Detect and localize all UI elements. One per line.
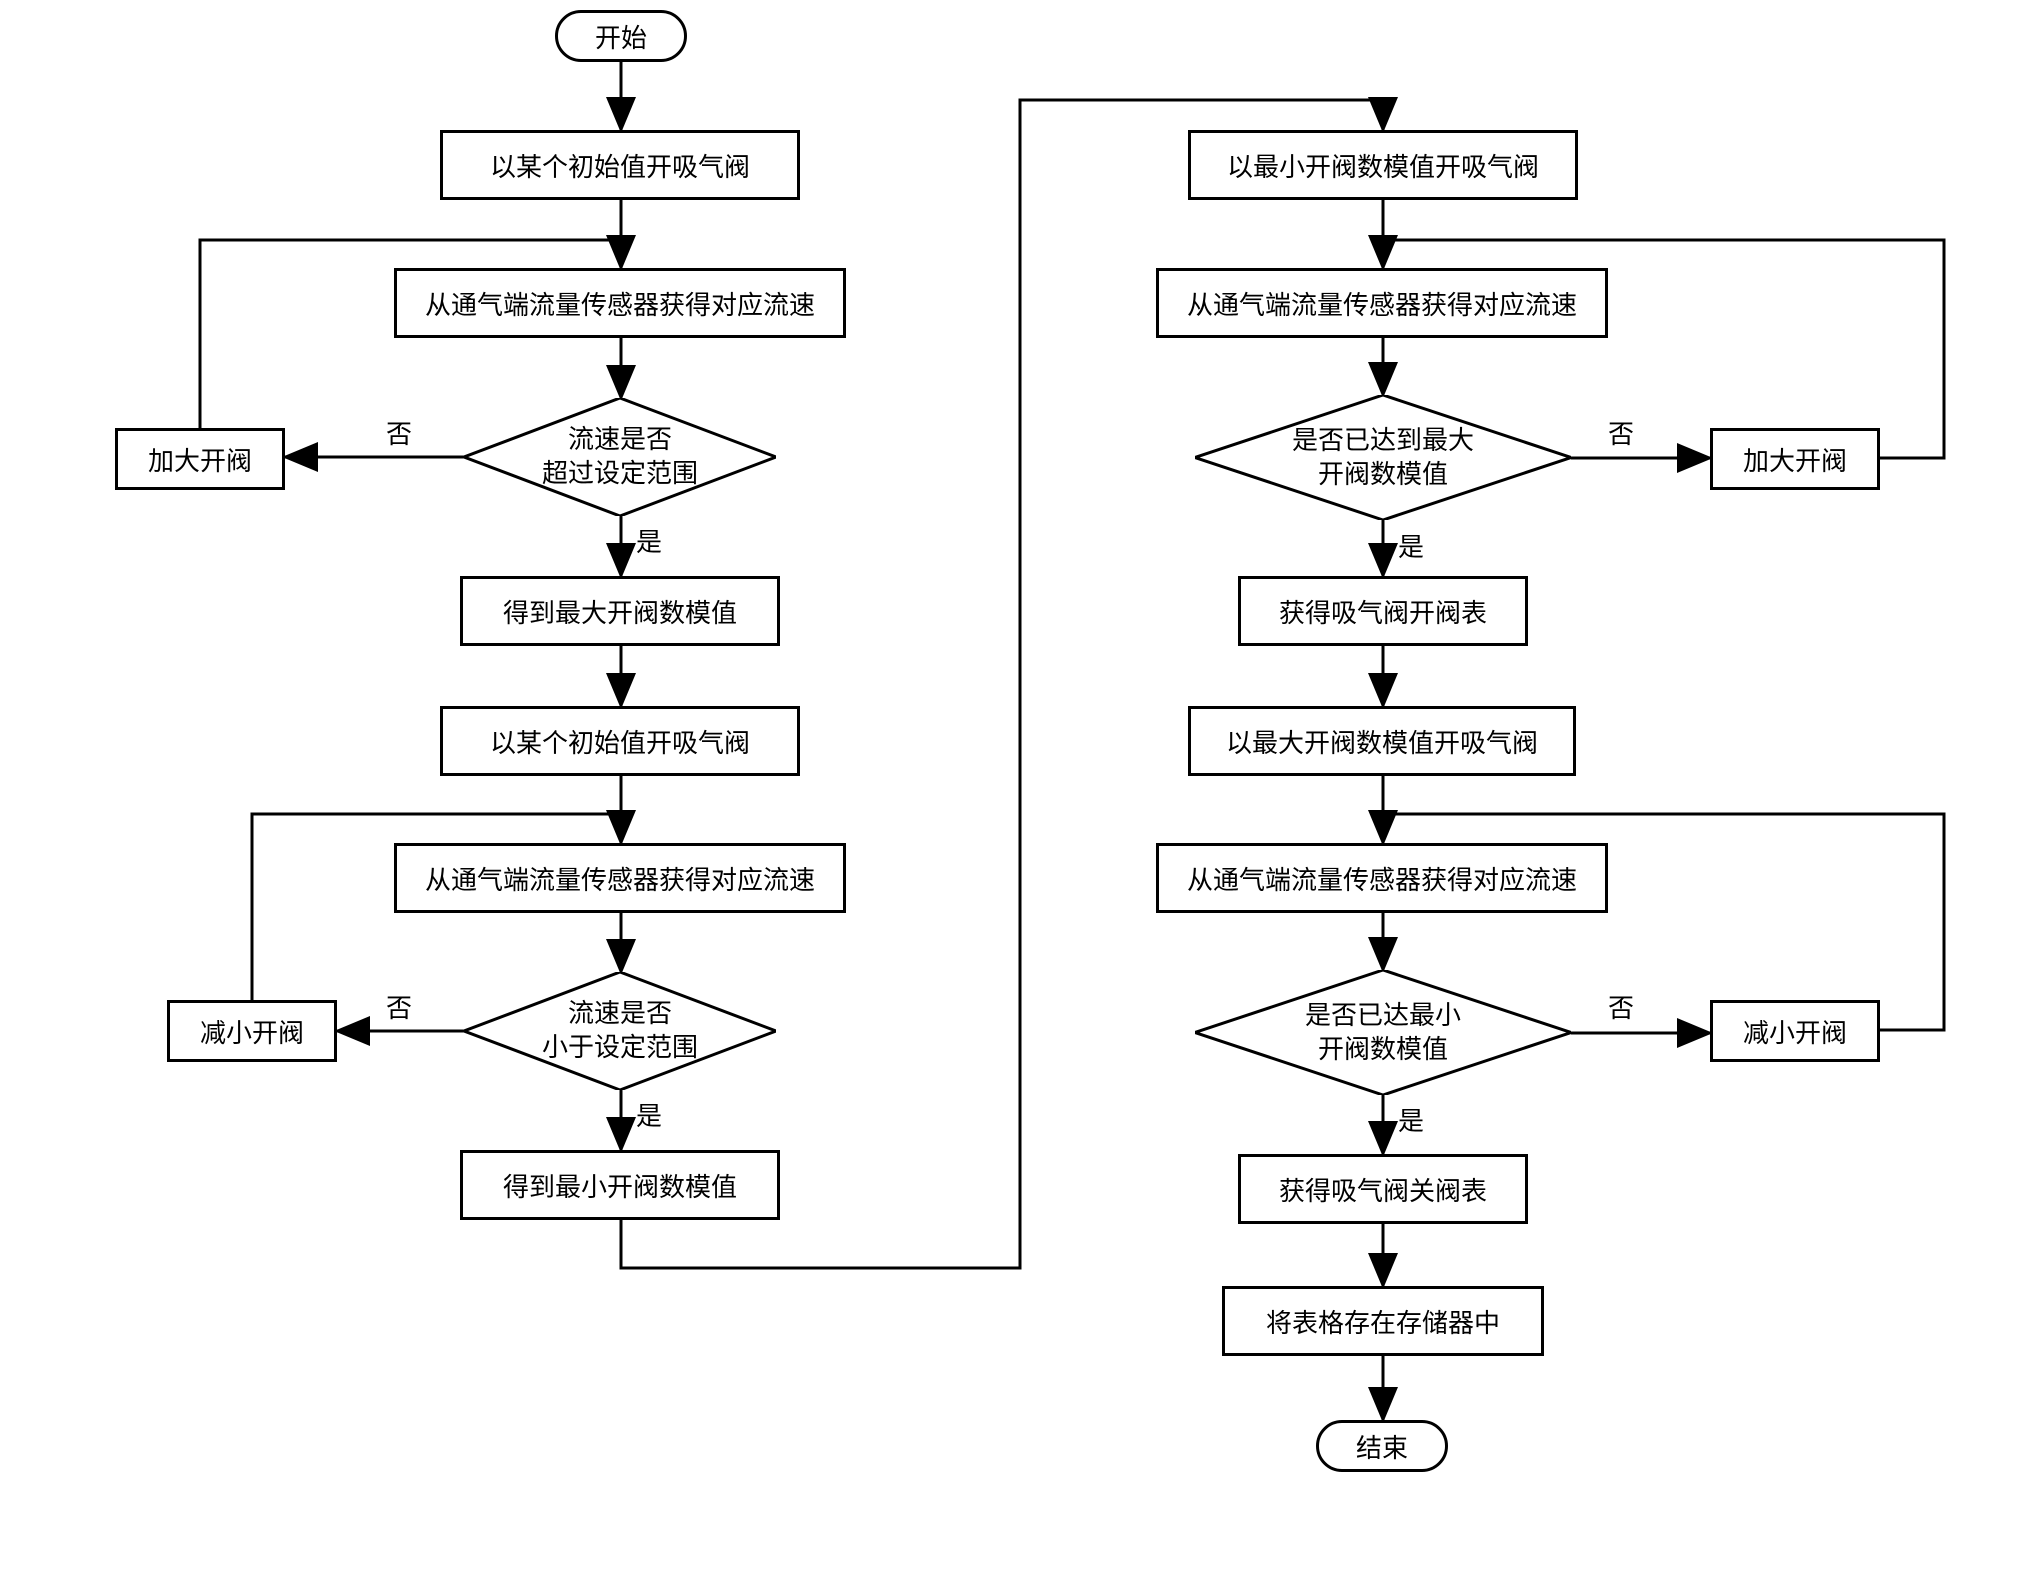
node-r5: 从通气端流量传感器获得对应流速 [1156, 843, 1608, 913]
node-l6: 得到最小开阀数模值 [460, 1150, 780, 1220]
node-r2_side: 减小开阀 [1710, 1000, 1880, 1062]
node-r2: 从通气端流量传感器获得对应流速 [1156, 268, 1608, 338]
node-d1: 流速是否超过设定范围 [464, 398, 776, 516]
node-r6: 获得吸气阀关阀表 [1238, 1154, 1528, 1224]
node-l1_side: 加大开阀 [115, 428, 285, 490]
node-r7: 将表格存在存储器中 [1222, 1286, 1544, 1356]
node-r1_side: 加大开阀 [1710, 428, 1880, 490]
node-l2: 从通气端流量传感器获得对应流速 [394, 268, 846, 338]
label-d3_no: 否 [1608, 414, 1634, 451]
node-start: 开始 [555, 10, 687, 62]
edges-layer [0, 0, 2040, 1592]
node-r3: 获得吸气阀开阀表 [1238, 576, 1528, 646]
label-d4_no: 否 [1608, 988, 1634, 1025]
node-l3: 得到最大开阀数模值 [460, 576, 780, 646]
label-d1_no: 否 [386, 414, 412, 451]
label-d1_yes: 是 [636, 522, 662, 559]
node-l5: 从通气端流量传感器获得对应流速 [394, 843, 846, 913]
node-d3: 是否已达到最大开阀数模值 [1195, 395, 1571, 520]
node-r1: 以最小开阀数模值开吸气阀 [1188, 130, 1578, 200]
label-d2_no: 否 [386, 988, 412, 1025]
label-d2_yes: 是 [636, 1096, 662, 1133]
node-d4: 是否已达最小开阀数模值 [1195, 970, 1571, 1095]
label-d3_yes: 是 [1398, 527, 1424, 564]
node-l4: 以某个初始值开吸气阀 [440, 706, 800, 776]
node-l1: 以某个初始值开吸气阀 [440, 130, 800, 200]
label-d4_yes: 是 [1398, 1101, 1424, 1138]
node-l2_side: 减小开阀 [167, 1000, 337, 1062]
node-d2: 流速是否小于设定范围 [464, 972, 776, 1090]
node-end: 结束 [1316, 1420, 1448, 1472]
node-r4: 以最大开阀数模值开吸气阀 [1188, 706, 1576, 776]
